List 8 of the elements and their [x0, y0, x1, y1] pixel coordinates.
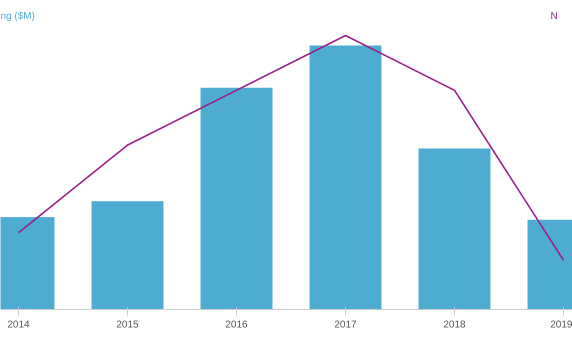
x-tick-label: 2017 [334, 320, 358, 330]
y-axis-title: ng ($M) [0, 11, 35, 22]
x-tick-label: 2015 [116, 320, 140, 330]
y2-axis-title: N [550, 11, 558, 22]
x-tick-label: 2014 [7, 320, 30, 330]
x-tick-label: 2018 [443, 320, 466, 330]
x-tick-label: 2016 [225, 320, 248, 330]
x-tick-label: 2019 [550, 320, 572, 330]
